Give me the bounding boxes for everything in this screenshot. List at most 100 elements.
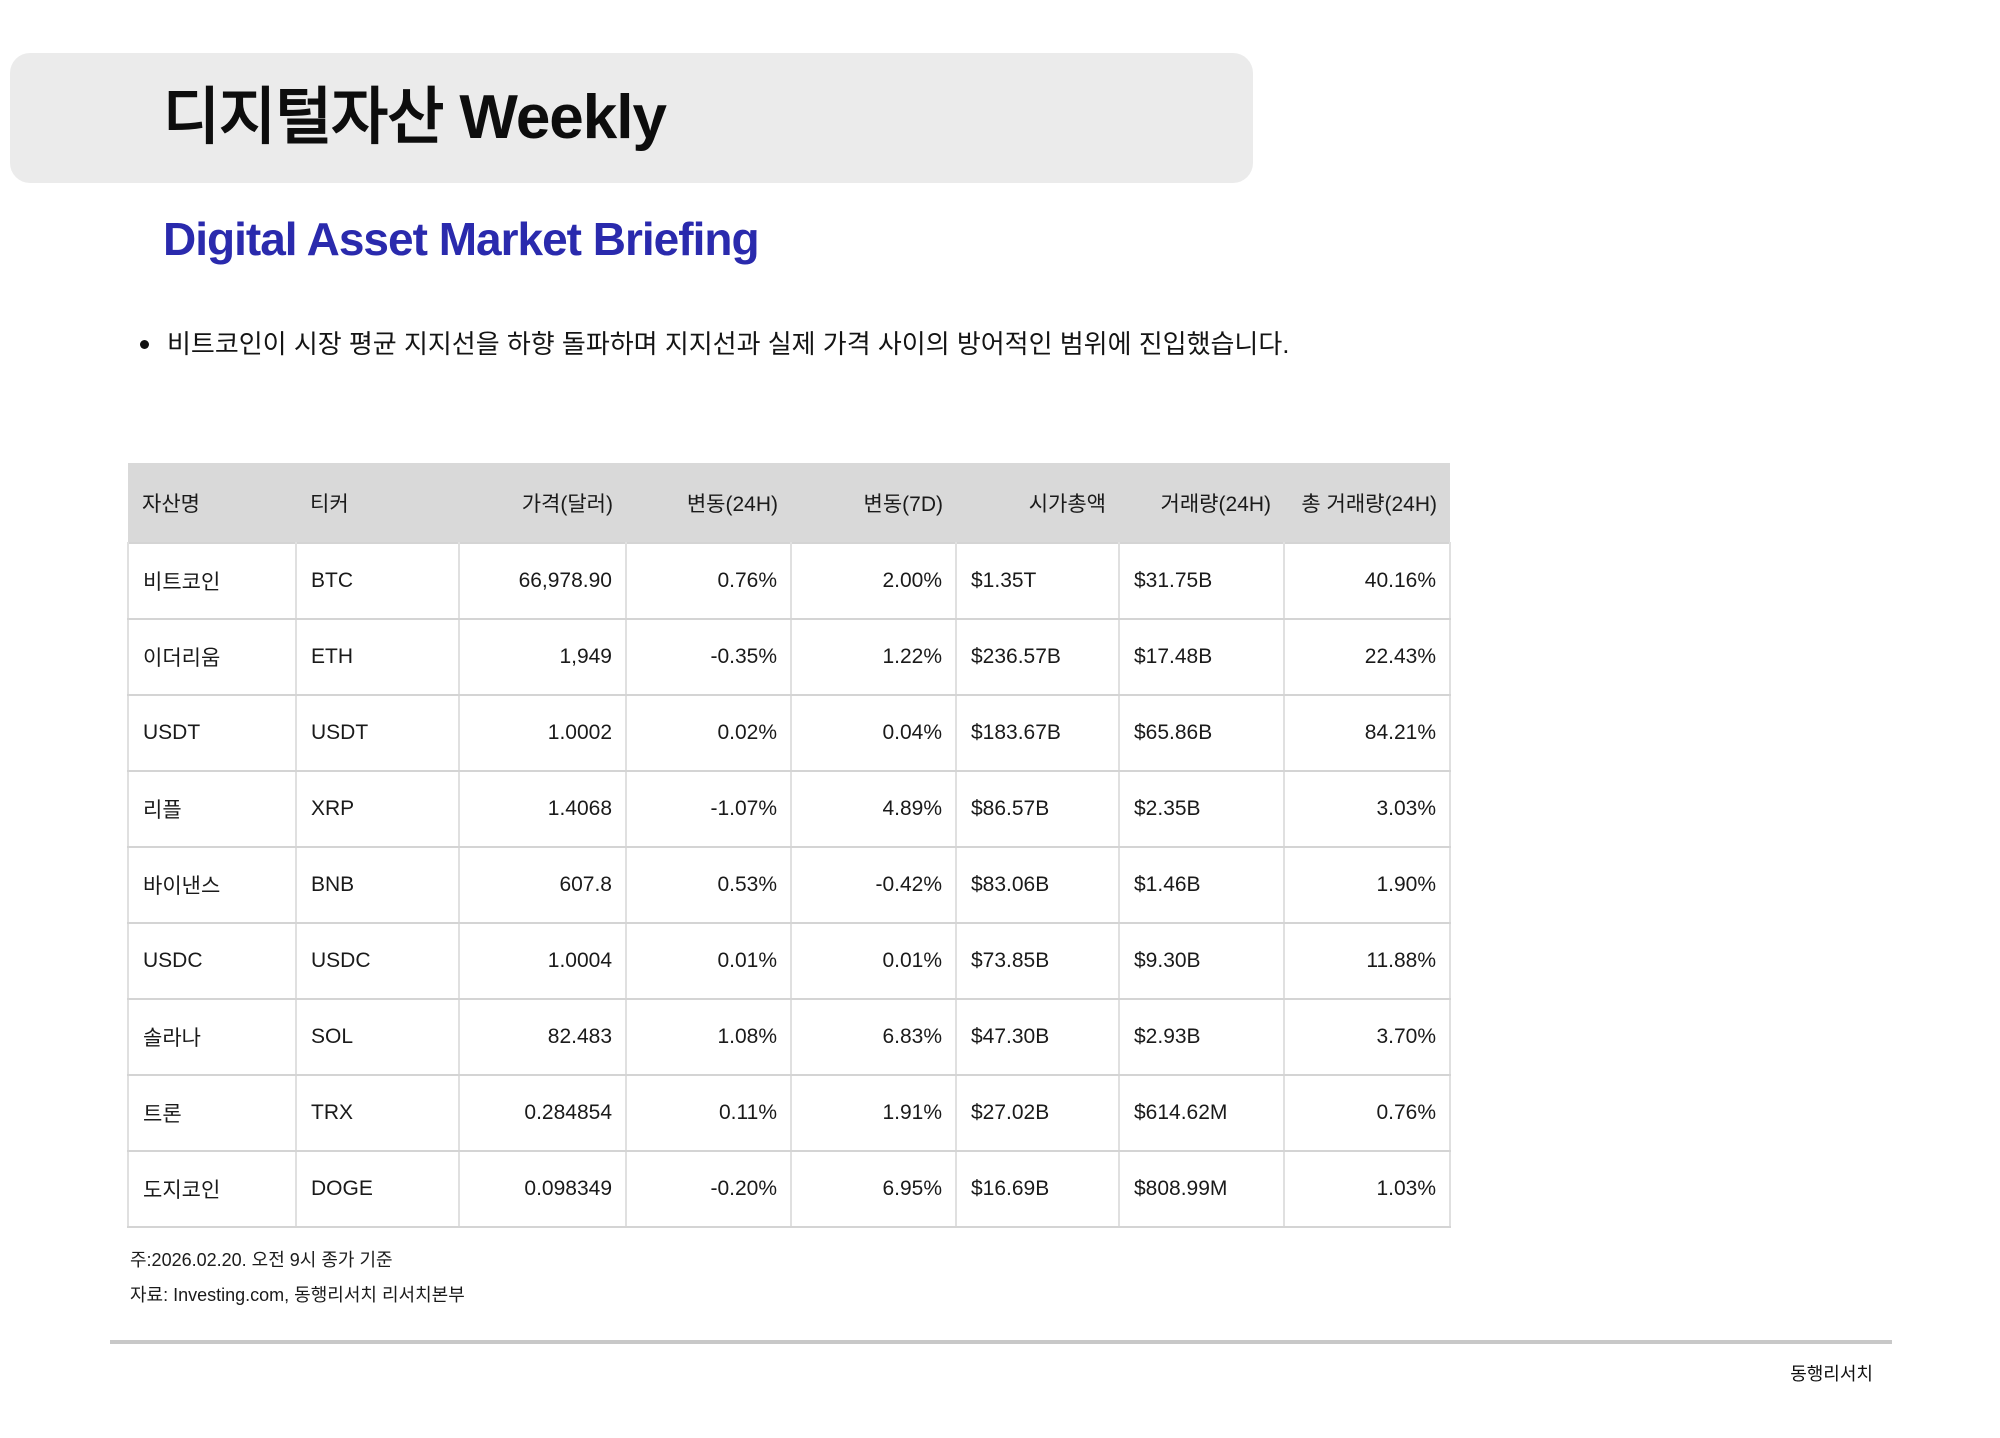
cell-change-24h: -1.07%: [625, 770, 792, 848]
cell-change-7d: 0.01%: [790, 922, 957, 1000]
note-date: 주:2026.02.20. 오전 9시 종가 기준: [130, 1250, 393, 1270]
table-row: 솔라나 SOL 82.483 1.08% 6.83% $47.30B $2.93B 3.70%: [127, 998, 1451, 1076]
column-header-price-usd: 가격(달러): [459, 463, 626, 543]
key-point-bullet: 비트코인이 시장 평균 지지선을 하향 돌파하며 지지선과 실제 가격 사이의 …: [140, 326, 1900, 362]
cell-total-volume-24h: 40.16%: [1283, 542, 1451, 620]
cell-total-volume-24h: 1.03%: [1283, 1150, 1451, 1228]
table-row: USDT USDT 1.0002 0.02% 0.04% $183.67B $65.86B 8…: [127, 694, 1451, 772]
cell-ticker: BTC: [295, 542, 460, 620]
table-header-row: 자산명 티커 가격(달러) 변동(24H) 변동(7D) 시가총액 거래량(24H) 총 거래…: [128, 463, 1450, 543]
cell-market-cap: $73.85B: [955, 922, 1120, 1000]
cell-change-24h: -0.20%: [625, 1150, 792, 1228]
cell-change-24h: 0.53%: [625, 846, 792, 924]
cell-volume-24h: $9.30B: [1118, 922, 1285, 1000]
cell-volume-24h: $2.35B: [1118, 770, 1285, 848]
cell-price-usd: 1.0002: [458, 694, 627, 772]
cell-change-24h: 0.01%: [625, 922, 792, 1000]
bullet-dot-icon: [140, 340, 149, 349]
cell-asset-name: 바이낸스: [127, 846, 297, 924]
cell-change-24h: 0.02%: [625, 694, 792, 772]
cell-asset-name: 비트코인: [127, 542, 297, 620]
cell-ticker: USDT: [295, 694, 460, 772]
cell-change-7d: 6.83%: [790, 998, 957, 1076]
cell-ticker: ETH: [295, 618, 460, 696]
cell-volume-24h: $65.86B: [1118, 694, 1285, 772]
cell-total-volume-24h: 3.03%: [1283, 770, 1451, 848]
cell-total-volume-24h: 0.76%: [1283, 1074, 1451, 1152]
cell-price-usd: 1,949: [458, 618, 627, 696]
cell-market-cap: $183.67B: [955, 694, 1120, 772]
cell-market-cap: $16.69B: [955, 1150, 1120, 1228]
table-row: 도지코인 DOGE 0.098349 -0.20% 6.95% $16.69B $808.9…: [127, 1150, 1451, 1228]
cell-ticker: SOL: [295, 998, 460, 1076]
table-notes: 주:2026.02.20. 오전 9시 종가 기준 자료: Investing.…: [130, 1243, 465, 1313]
cell-total-volume-24h: 11.88%: [1283, 922, 1451, 1000]
cell-total-volume-24h: 84.21%: [1283, 694, 1451, 772]
table-row: USDC USDC 1.0004 0.01% 0.01% $73.85B $9.30B 11.…: [127, 922, 1451, 1000]
cell-volume-24h: $614.62M: [1118, 1074, 1285, 1152]
cell-price-usd: 0.284854: [458, 1074, 627, 1152]
cell-total-volume-24h: 22.43%: [1283, 618, 1451, 696]
cell-market-cap: $83.06B: [955, 846, 1120, 924]
column-header-volume-24h: 거래량(24H): [1119, 463, 1284, 543]
cell-volume-24h: $17.48B: [1118, 618, 1285, 696]
cell-ticker: XRP: [295, 770, 460, 848]
cell-ticker: TRX: [295, 1074, 460, 1152]
title-banner: 디지털자산 Weekly: [10, 53, 1253, 183]
cell-volume-24h: $1.46B: [1118, 846, 1285, 924]
cell-change-24h: 1.08%: [625, 998, 792, 1076]
cell-market-cap: $86.57B: [955, 770, 1120, 848]
table-row: 비트코인 BTC 66,978.90 0.76% 2.00% $1.35T $31.75B 4…: [127, 542, 1451, 620]
cell-market-cap: $1.35T: [955, 542, 1120, 620]
cell-market-cap: $27.02B: [955, 1074, 1120, 1152]
cell-price-usd: 0.098349: [458, 1150, 627, 1228]
cell-asset-name: 도지코인: [127, 1150, 297, 1228]
column-header-change-24h: 변동(24H): [626, 463, 791, 543]
cell-change-7d: 1.22%: [790, 618, 957, 696]
cell-price-usd: 1.4068: [458, 770, 627, 848]
cell-asset-name: 이더리움: [127, 618, 297, 696]
cell-asset-name: 트론: [127, 1074, 297, 1152]
column-header-total-volume-24h: 총 거래량(24H): [1284, 463, 1450, 543]
cell-change-7d: 4.89%: [790, 770, 957, 848]
page-title: 디지털자산 Weekly: [163, 83, 667, 152]
cell-price-usd: 66,978.90: [458, 542, 627, 620]
table-row: 트론 TRX 0.284854 0.11% 1.91% $27.02B $614.62M 0.…: [127, 1074, 1451, 1152]
cell-asset-name: 리플: [127, 770, 297, 848]
cell-change-7d: 1.91%: [790, 1074, 957, 1152]
column-header-ticker: 티커: [296, 463, 459, 543]
cell-change-24h: 0.76%: [625, 542, 792, 620]
cell-asset-name: USDT: [127, 694, 297, 772]
column-header-asset-name: 자산명: [128, 463, 296, 543]
cell-volume-24h: $808.99M: [1118, 1150, 1285, 1228]
cell-market-cap: $236.57B: [955, 618, 1120, 696]
cell-price-usd: 1.0004: [458, 922, 627, 1000]
cell-change-7d: 2.00%: [790, 542, 957, 620]
cell-asset-name: USDC: [127, 922, 297, 1000]
table-row: 바이낸스 BNB 607.8 0.53% -0.42% $83.06B $1.46B 1.90…: [127, 846, 1451, 924]
cell-volume-24h: $2.93B: [1118, 998, 1285, 1076]
column-header-change-7d: 변동(7D): [791, 463, 956, 543]
cell-ticker: DOGE: [295, 1150, 460, 1228]
cell-change-7d: -0.42%: [790, 846, 957, 924]
bullet-text: 비트코인이 시장 평균 지지선을 하향 돌파하며 지지선과 실제 가격 사이의 …: [167, 329, 1290, 359]
table-row: 이더리움 ETH 1,949 -0.35% 1.22% $236.57B $17.48B 22…: [127, 618, 1451, 696]
note-source: 자료: Investing.com, 동행리서치 리서치본부: [130, 1285, 465, 1305]
cell-volume-24h: $31.75B: [1118, 542, 1285, 620]
cell-price-usd: 82.483: [458, 998, 627, 1076]
cell-total-volume-24h: 1.90%: [1283, 846, 1451, 924]
page-subtitle: Digital Asset Market Briefing: [163, 213, 760, 265]
cell-market-cap: $47.30B: [955, 998, 1120, 1076]
market-table: 자산명 티커 가격(달러) 변동(24H) 변동(7D) 시가총액 거래량(24H) 총 거래…: [127, 463, 1451, 1228]
column-header-market-cap: 시가총액: [956, 463, 1119, 543]
cell-price-usd: 607.8: [458, 846, 627, 924]
table-row: 리플 XRP 1.4068 -1.07% 4.89% $86.57B $2.35B 3.03%: [127, 770, 1451, 848]
footer-brand: 동행리서치: [1790, 1364, 1873, 1384]
footer-divider: [110, 1340, 1892, 1344]
cell-change-24h: 0.11%: [625, 1074, 792, 1152]
cell-asset-name: 솔라나: [127, 998, 297, 1076]
cell-change-7d: 6.95%: [790, 1150, 957, 1228]
cell-ticker: USDC: [295, 922, 460, 1000]
cell-change-7d: 0.04%: [790, 694, 957, 772]
